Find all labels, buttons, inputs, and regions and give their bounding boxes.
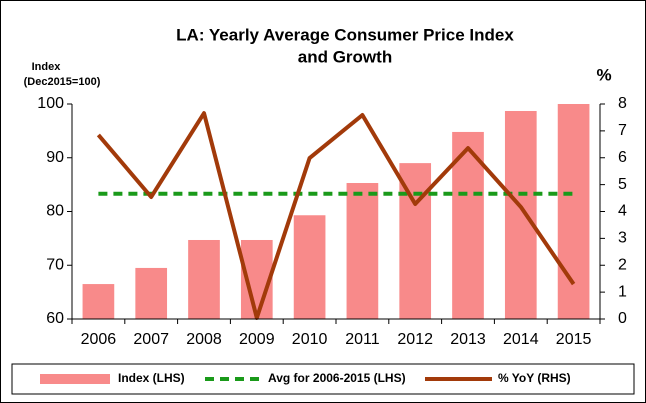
y2-tick-label: 8 xyxy=(618,95,627,112)
legend-label: Index (LHS) xyxy=(118,371,185,385)
chart-title: LA: Yearly Average Consumer Price Index xyxy=(176,25,514,44)
y2-axis-label: % xyxy=(596,65,611,84)
x-tick-label: 2013 xyxy=(450,331,486,348)
x-tick-label: 2011 xyxy=(345,331,380,348)
chart-title: and Growth xyxy=(298,47,392,66)
x-tick-label: 2012 xyxy=(397,331,433,348)
x-tick-label: 2009 xyxy=(239,331,275,348)
y2-tick-label: 0 xyxy=(618,310,627,327)
y-axis-label: (Dec2015=100) xyxy=(24,76,101,88)
legend-label: Avg for 2006-2015 (LHS) xyxy=(268,371,406,385)
bar xyxy=(346,183,379,319)
y2-tick-label: 1 xyxy=(618,283,627,300)
y2-tick-label: 4 xyxy=(618,203,627,220)
x-tick-label: 2007 xyxy=(133,331,169,348)
line-series xyxy=(96,111,576,320)
y2-tick-label: 6 xyxy=(618,149,627,166)
x-tick-label: 2014 xyxy=(503,331,539,348)
bar xyxy=(452,131,484,319)
x-tick-label: 2010 xyxy=(292,331,328,348)
y2-tick-label: 3 xyxy=(618,230,627,247)
y-tick-label: 90 xyxy=(46,149,64,166)
legend-swatch xyxy=(40,374,110,384)
y2-tick-label: 7 xyxy=(618,122,627,139)
bar xyxy=(293,215,326,319)
y2-tick-label: 5 xyxy=(618,176,627,193)
bar xyxy=(135,267,168,319)
bar xyxy=(82,284,115,319)
y-tick-label: 70 xyxy=(46,256,64,273)
x-tick-label: 2015 xyxy=(556,331,592,348)
y-axis-label: Index xyxy=(32,61,62,73)
legend-label: % YoY (RHS) xyxy=(498,371,571,385)
bar xyxy=(504,110,537,319)
y-tick-label: 80 xyxy=(46,203,64,220)
x-tick-label: 2006 xyxy=(81,331,117,348)
x-tick-label: 2008 xyxy=(186,331,222,348)
y2-tick-label: 2 xyxy=(618,256,627,273)
bar xyxy=(188,239,220,319)
bar xyxy=(557,104,590,319)
y-tick-label: 100 xyxy=(37,95,64,112)
y-tick-label: 60 xyxy=(46,310,64,327)
legend-box xyxy=(11,363,635,395)
